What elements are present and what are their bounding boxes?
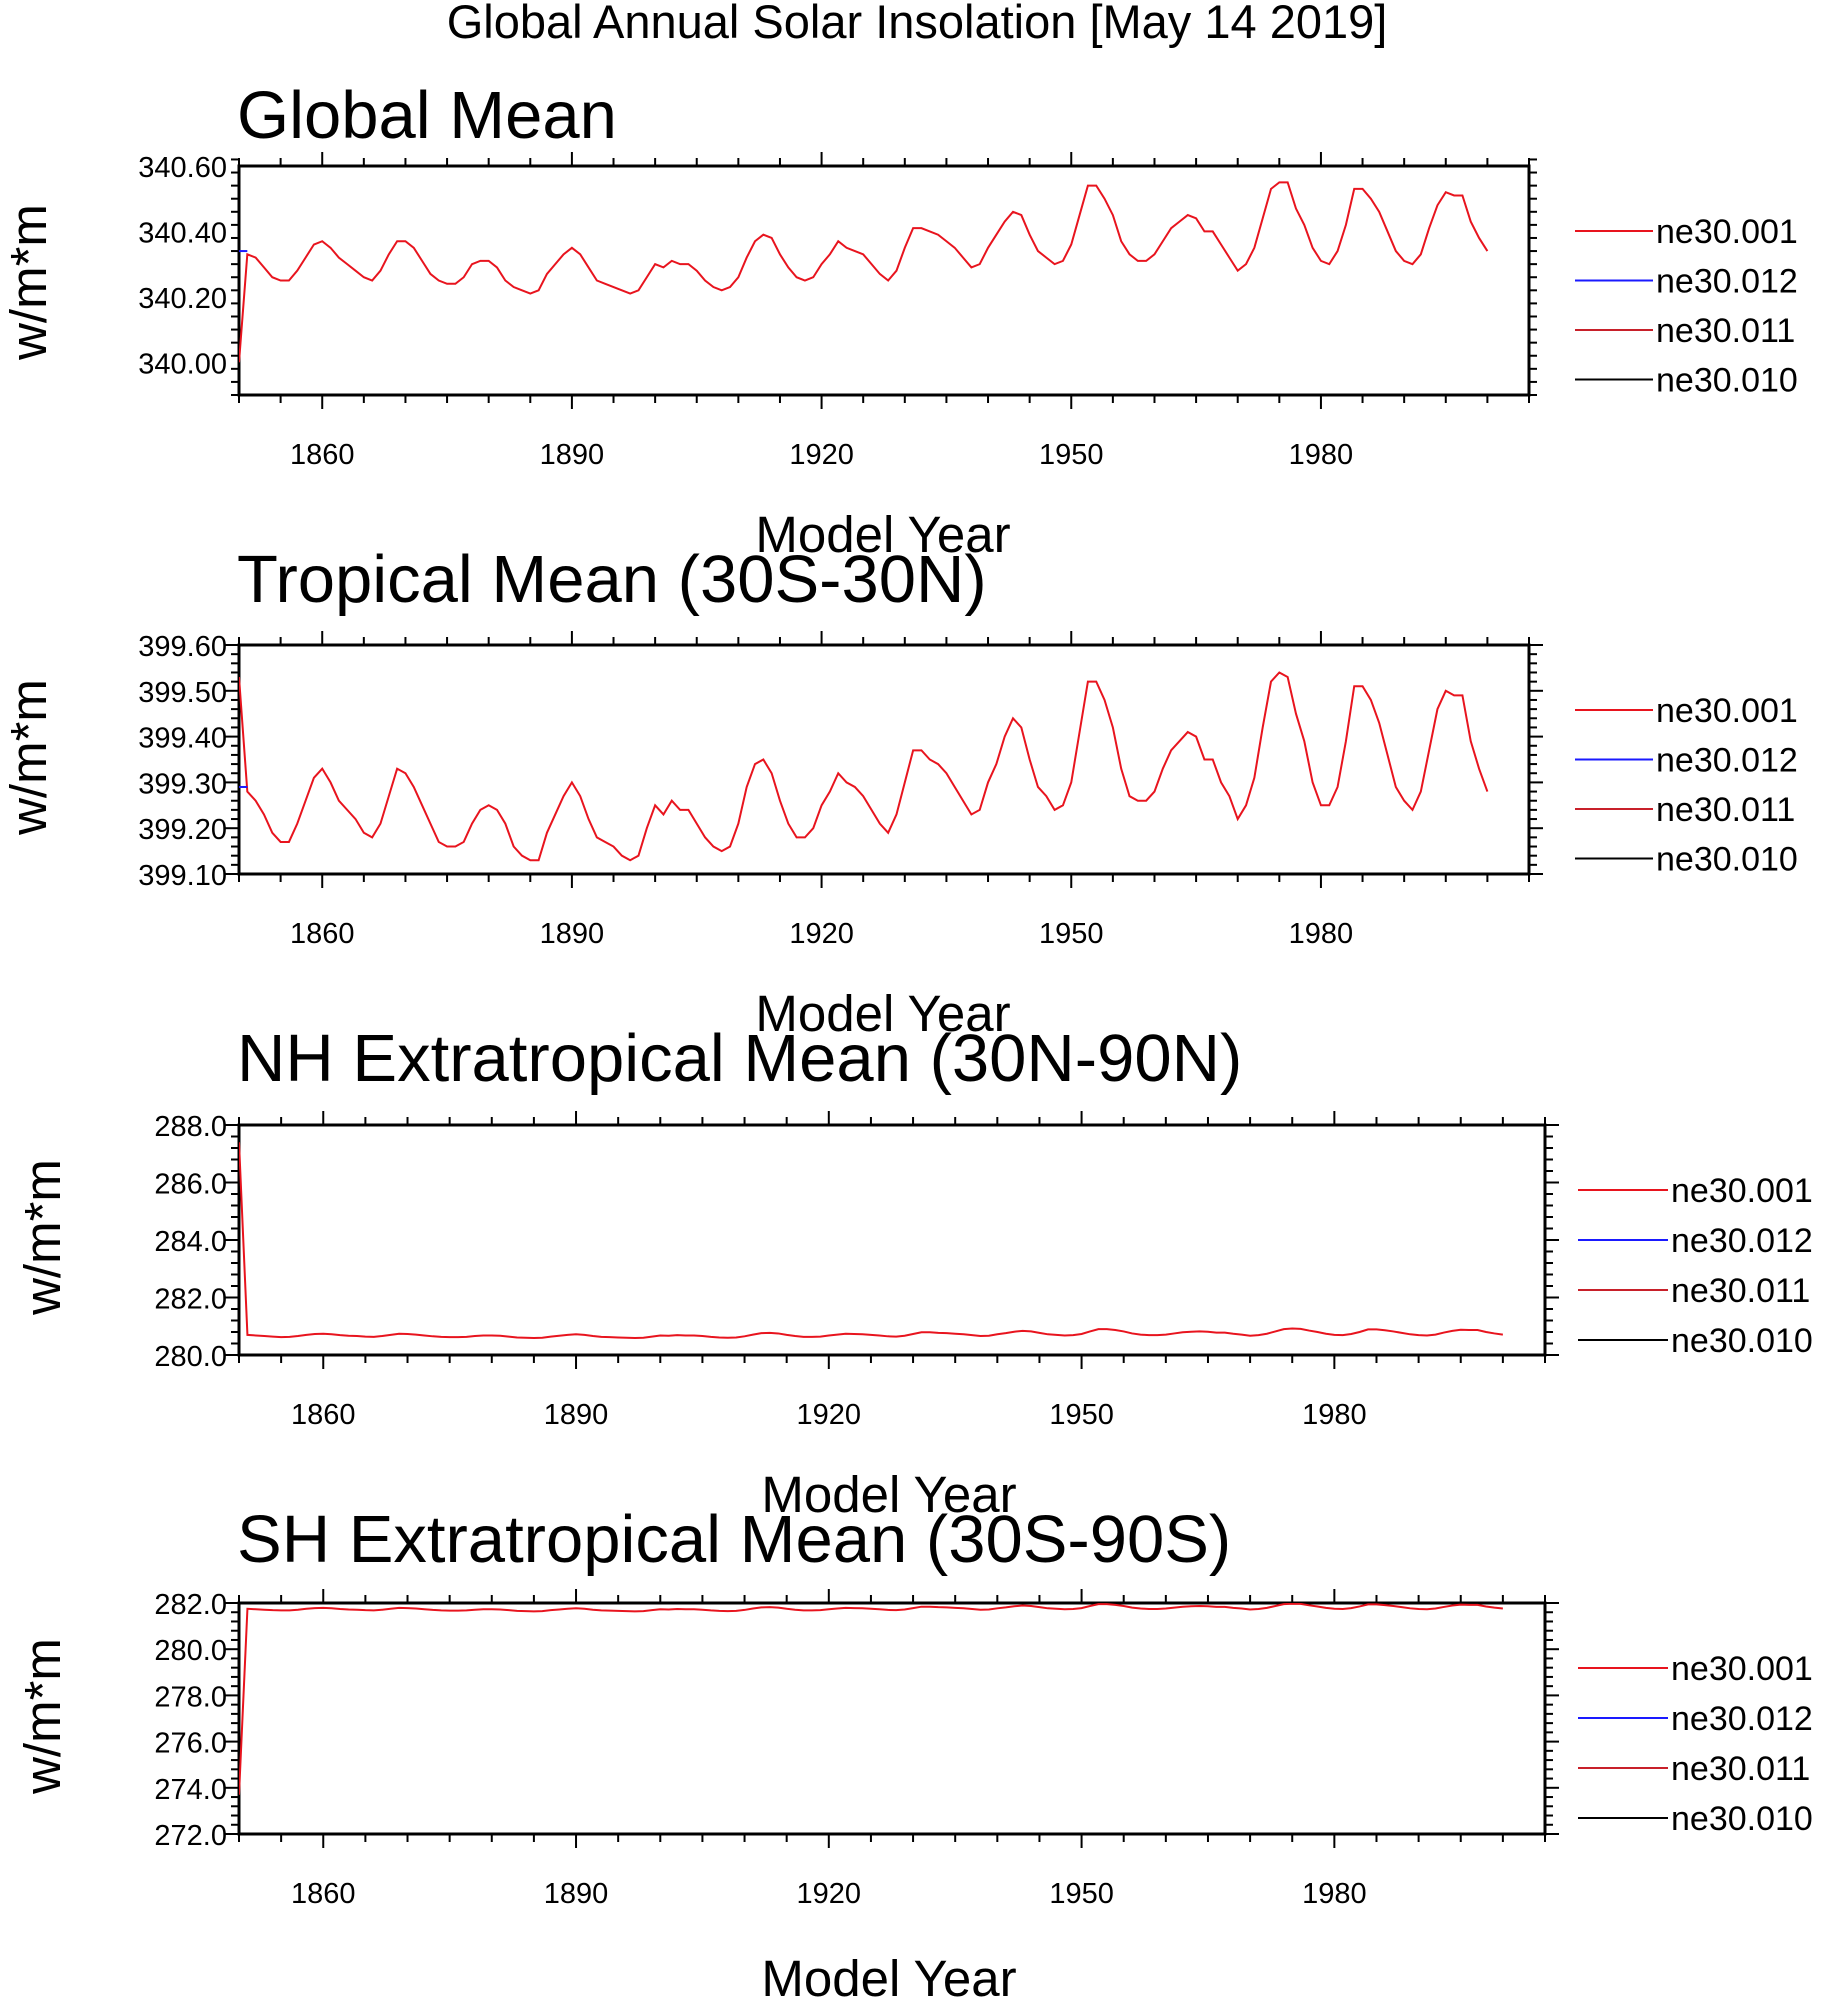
y-tick-label: 280.0: [154, 1635, 227, 1667]
x-tick-label: 1860: [291, 1878, 356, 1910]
figure-title: Global Annual Solar Insolation [May 14 2…: [447, 0, 1388, 48]
legend-label: ne30.010: [1656, 841, 1798, 879]
legend-label: ne30.010: [1671, 1322, 1813, 1360]
axis-ticks: 1860 1890 1920 1950 1980 340.00 340.20 340.40 34…: [138, 152, 1537, 471]
x-tick-label: 1980: [1289, 439, 1354, 471]
x-tick-label: 1920: [797, 1878, 862, 1910]
legend-label: ne30.011: [1656, 791, 1795, 829]
x-tick-label: 1920: [797, 1399, 862, 1431]
legend-label: ne30.011: [1656, 312, 1795, 350]
x-tick-label: 1950: [1049, 1878, 1114, 1910]
x-axis-label: Model Year: [761, 1950, 1016, 2000]
plot-area: [237, 1601, 1547, 1836]
plot-area: [237, 1123, 1547, 1357]
legend: ne30.001 ne30.012 ne30.011 ne30.010: [1578, 1172, 1813, 1360]
plot-frame: [237, 1601, 1547, 1836]
panel-sh-extratropical-mean: SH Extratropical Mean (30S-90S) w/m*m Mo…: [14, 1502, 1813, 2000]
y-tick-label: 286.0: [154, 1169, 227, 1201]
x-tick-label: 1950: [1049, 1399, 1114, 1431]
y-tick-label: 399.40: [138, 723, 227, 755]
panel-nh-extratropical-mean: NH Extratropical Mean (30N-90N) w/m*m Mo…: [14, 1021, 1813, 1523]
panel-title: Tropical Mean (30S-30N): [237, 542, 987, 617]
legend-label: ne30.001: [1656, 213, 1798, 251]
x-axis-label: Model Year: [761, 1466, 1016, 1523]
series-line-ne30-001: [239, 181, 1489, 363]
legend-label: ne30.010: [1671, 1800, 1813, 1838]
plot-frame: [237, 164, 1531, 397]
x-tick-label: 1980: [1302, 1399, 1367, 1431]
y-axis-label: w/m*m: [0, 679, 57, 836]
legend: ne30.001 ne30.012 ne30.011 ne30.010: [1575, 692, 1798, 879]
series-line-ne30-001: [239, 1142, 1504, 1340]
x-tick-label: 1860: [291, 1399, 356, 1431]
panel-title: NH Extratropical Mean (30N-90N): [237, 1021, 1242, 1096]
y-tick-label: 399.20: [138, 814, 227, 846]
x-tick-label: 1890: [540, 918, 605, 950]
x-tick-label: 1950: [1039, 439, 1104, 471]
plot-frame: [237, 1123, 1547, 1357]
y-tick-label: 340.60: [138, 152, 227, 184]
legend-label: ne30.011: [1671, 1272, 1810, 1310]
panel-title: SH Extratropical Mean (30S-90S): [237, 1502, 1231, 1577]
legend-label: ne30.001: [1671, 1650, 1813, 1688]
y-tick-label: 274.0: [154, 1774, 227, 1806]
y-tick-label: 399.50: [138, 677, 227, 709]
y-tick-label: 276.0: [154, 1728, 227, 1760]
legend-label: ne30.011: [1671, 1750, 1810, 1788]
y-axis-label: w/m*m: [0, 204, 57, 361]
axis-ticks: 1860 1890 1920 1950 1980 399.10 399.20 399.30 39…: [138, 631, 1543, 950]
legend-label: ne30.012: [1671, 1700, 1813, 1738]
x-axis-label: Model Year: [755, 506, 1010, 563]
y-axis-label: w/m*m: [14, 1638, 71, 1795]
axis-ticks: 1860 1890 1920 1950 1980 280.0 282.0 284.0 286.0…: [154, 1111, 1559, 1431]
x-tick-label: 1890: [540, 439, 605, 471]
y-tick-label: 282.0: [154, 1284, 227, 1316]
x-tick-label: 1980: [1302, 1878, 1367, 1910]
legend: ne30.001 ne30.012 ne30.011 ne30.010: [1575, 213, 1798, 400]
y-tick-label: 340.20: [138, 283, 227, 315]
y-tick-label: 278.0: [154, 1681, 227, 1713]
x-tick-label: 1950: [1039, 918, 1104, 950]
axis-ticks: 1860 1890 1920 1950 1980 272.0 274.0 276.0 278.0…: [154, 1589, 1559, 1910]
plot-frame: [237, 643, 1531, 876]
legend: ne30.001 ne30.012 ne30.011 ne30.010: [1578, 1650, 1813, 1838]
x-axis-label: Model Year: [755, 985, 1010, 1042]
y-tick-label: 284.0: [154, 1226, 227, 1258]
x-tick-label: 1860: [290, 439, 355, 471]
plot-area: [237, 643, 1531, 876]
panel-tropical-mean: Tropical Mean (30S-30N) w/m*m Model Year…: [0, 542, 1798, 1042]
x-tick-label: 1890: [544, 1878, 609, 1910]
panel-global-mean: Global Mean w/m*m Model Year 1860 1890 192…: [0, 78, 1798, 563]
y-tick-label: 340.40: [138, 217, 227, 249]
x-tick-label: 1860: [290, 918, 355, 950]
panel-title: Global Mean: [237, 78, 617, 153]
y-tick-label: 340.00: [138, 348, 227, 380]
series-line-ne30-001: [239, 671, 1489, 862]
y-tick-label: 399.10: [138, 860, 227, 892]
x-tick-label: 1920: [789, 439, 854, 471]
series-line-ne30-001: [239, 1603, 1503, 1795]
y-tick-label: 272.0: [154, 1820, 227, 1852]
legend-label: ne30.001: [1656, 692, 1798, 730]
legend-label: ne30.012: [1656, 742, 1798, 780]
y-tick-label: 399.60: [138, 631, 227, 663]
x-tick-label: 1920: [789, 918, 854, 950]
legend-label: ne30.012: [1656, 263, 1798, 301]
y-tick-label: 280.0: [154, 1341, 227, 1373]
x-tick-label: 1890: [544, 1399, 609, 1431]
plot-area: [237, 164, 1531, 397]
x-tick-label: 1980: [1289, 918, 1354, 950]
y-tick-label: 282.0: [154, 1589, 227, 1621]
y-tick-label: 399.30: [138, 768, 227, 800]
legend-label: ne30.012: [1671, 1222, 1813, 1260]
legend-label: ne30.010: [1656, 362, 1798, 400]
legend-label: ne30.001: [1671, 1172, 1813, 1210]
y-tick-label: 288.0: [154, 1111, 227, 1143]
y-axis-label: w/m*m: [14, 1159, 71, 1316]
